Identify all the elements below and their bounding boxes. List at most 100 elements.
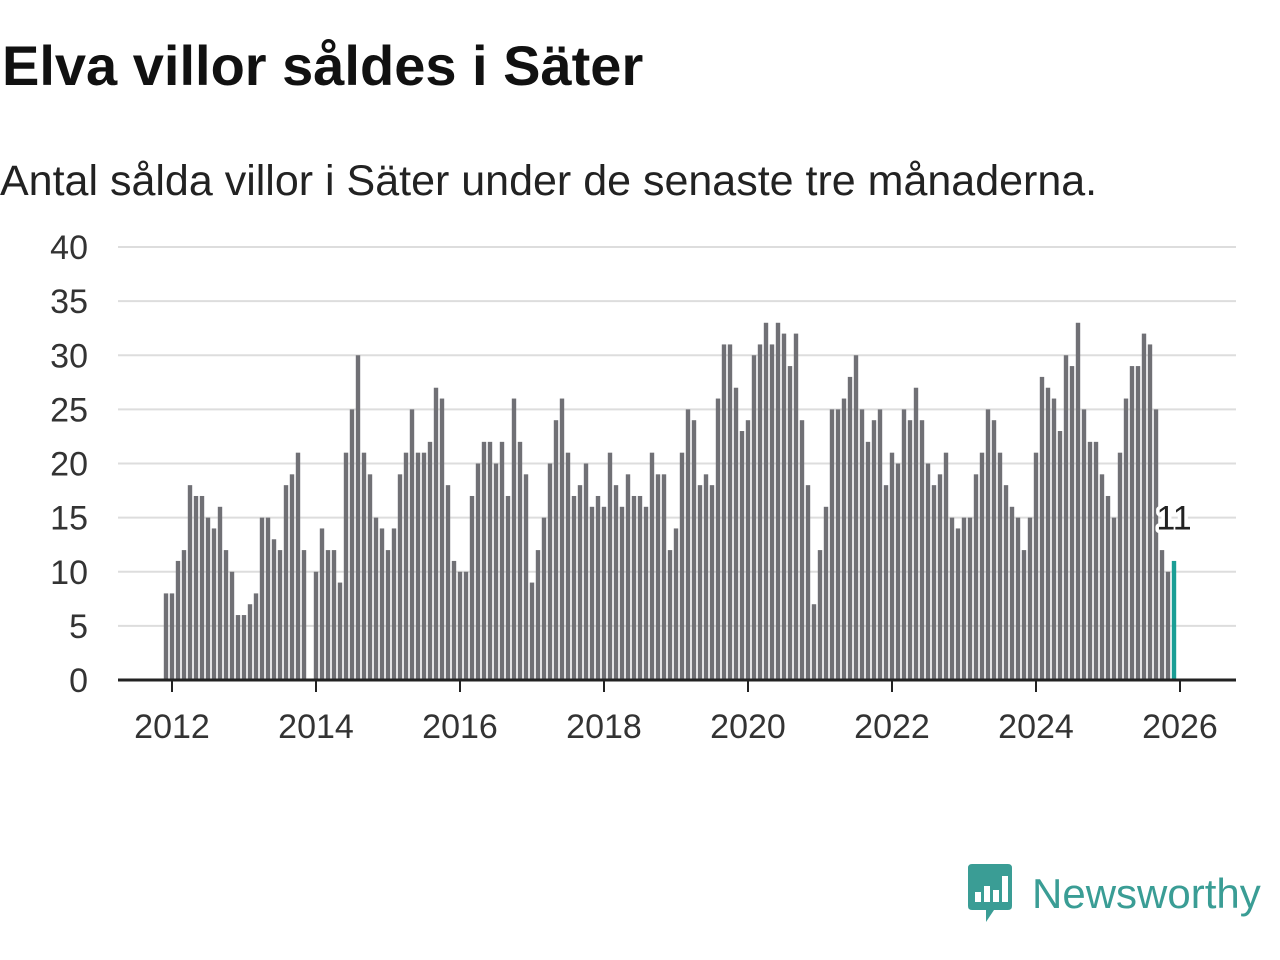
bar (973, 474, 979, 680)
bar (691, 420, 697, 680)
bar (1153, 409, 1159, 680)
bar (253, 593, 259, 680)
bar (1147, 344, 1153, 680)
bar (619, 506, 625, 680)
bar (823, 506, 829, 680)
bar (265, 517, 271, 680)
bar (505, 495, 511, 680)
x-tick-label: 2012 (134, 708, 210, 746)
y-tick-label: 20 (50, 446, 88, 484)
bar (769, 344, 775, 680)
bar (859, 409, 865, 680)
bar (679, 452, 685, 680)
bar (805, 485, 811, 680)
bar (1093, 441, 1099, 680)
bar (517, 441, 523, 680)
chart-subtitle: Antal sålda villor i Säter under de sena… (0, 157, 1098, 205)
bar (703, 474, 709, 680)
bar (535, 550, 541, 680)
bar (637, 495, 643, 680)
chart-title: Elva villor såldes i Säter (2, 34, 644, 97)
bar (931, 485, 937, 680)
bar (1015, 517, 1021, 680)
bar (541, 517, 547, 680)
bar (727, 344, 733, 680)
bar (793, 333, 799, 680)
bar (223, 550, 229, 680)
bar (643, 506, 649, 680)
bar (547, 463, 553, 680)
bar (871, 420, 877, 680)
bar (235, 615, 241, 680)
bar (499, 441, 505, 680)
bar (895, 463, 901, 680)
bar (1069, 366, 1075, 680)
newsworthy-logo-icon (968, 864, 1012, 922)
bar (259, 517, 265, 680)
x-tick-label: 2020 (710, 708, 786, 746)
bar (943, 452, 949, 680)
bar (421, 452, 427, 680)
bar (241, 615, 247, 680)
bar (313, 571, 319, 680)
bar (343, 452, 349, 680)
highlight-bar (1171, 560, 1177, 680)
bar (877, 409, 883, 680)
bar (463, 571, 469, 680)
highlight-label: 11 (1156, 500, 1191, 538)
bar (1099, 474, 1105, 680)
bar (1165, 571, 1171, 680)
bar (325, 550, 331, 680)
bar (901, 409, 907, 680)
bar (163, 593, 169, 680)
y-tick-label: 5 (69, 608, 88, 646)
newsworthy-logo: Newsworthy (964, 862, 1261, 926)
bar (961, 517, 967, 680)
bar (1123, 398, 1129, 680)
bar (1159, 550, 1165, 680)
bar (205, 517, 211, 680)
bar (451, 560, 457, 680)
bar (667, 550, 673, 680)
bar (649, 452, 655, 680)
bar (889, 452, 895, 680)
x-tick-label: 2022 (854, 708, 930, 746)
bar (361, 452, 367, 680)
bar (661, 474, 667, 680)
bar (601, 506, 607, 680)
bar (715, 398, 721, 680)
bar (217, 506, 223, 680)
bar (367, 474, 373, 680)
bar (511, 398, 517, 680)
bar (1033, 452, 1039, 680)
bar (181, 550, 187, 680)
bar (811, 604, 817, 680)
bar (997, 452, 1003, 680)
y-tick-label: 30 (50, 337, 88, 375)
bar (523, 474, 529, 680)
bar (391, 528, 397, 680)
bar (955, 528, 961, 680)
y-tick-label: 40 (50, 229, 88, 267)
bar (1129, 366, 1135, 680)
bar (319, 528, 325, 680)
bar (721, 344, 727, 680)
bar (409, 409, 415, 680)
bar (913, 387, 919, 680)
bar (1105, 495, 1111, 680)
bar (925, 463, 931, 680)
bar (529, 582, 535, 680)
bar (949, 517, 955, 680)
bar (883, 485, 889, 680)
bar (427, 441, 433, 680)
bar (583, 463, 589, 680)
bar (571, 495, 577, 680)
bar (349, 409, 355, 680)
bar (781, 333, 787, 680)
bar (481, 441, 487, 680)
bar (277, 550, 283, 680)
bar (169, 593, 175, 680)
bar (283, 485, 289, 680)
bar (295, 452, 301, 680)
bar (907, 420, 913, 680)
